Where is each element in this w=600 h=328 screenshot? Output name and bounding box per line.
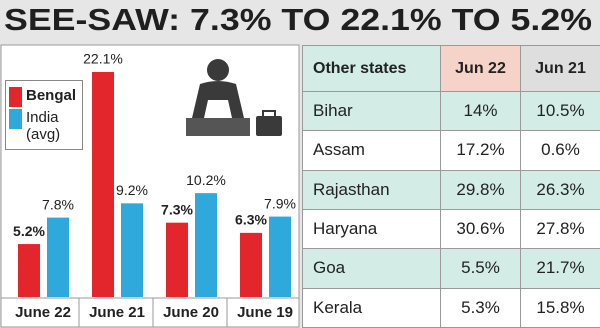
table-cell: Bihar bbox=[302, 90, 441, 132]
value-label: 7.9% bbox=[264, 195, 296, 211]
table-cell: 26.3% bbox=[520, 169, 600, 210]
legend-swatch bbox=[9, 87, 22, 107]
value-label: 7.8% bbox=[42, 196, 74, 212]
table-cell: 5.5% bbox=[440, 248, 521, 289]
table-cell: 14% bbox=[440, 90, 521, 132]
x-tick-label: June 22 bbox=[15, 304, 71, 321]
table-cell: 0.6% bbox=[520, 130, 600, 171]
legend-swatch bbox=[9, 109, 22, 129]
bar bbox=[240, 232, 262, 297]
legend-item: India (avg) bbox=[9, 109, 79, 143]
table-cell: Rajasthan bbox=[302, 169, 441, 210]
table-cell: Assam bbox=[302, 130, 441, 171]
legend-item: Bengal bbox=[9, 87, 79, 107]
value-label: 9.2% bbox=[116, 182, 148, 198]
value-label: 5.2% bbox=[13, 223, 45, 239]
table-row: Goa 5.5% 21.7% bbox=[302, 248, 600, 289]
table-row: Assam 17.2% 0.6% bbox=[302, 130, 600, 171]
value-label: 10.2% bbox=[186, 172, 226, 188]
legend: Bengal India (avg) bbox=[5, 80, 83, 150]
bar bbox=[269, 216, 291, 297]
table-row: Bihar 14% 10.5% bbox=[302, 90, 600, 132]
table-cell: 10.5% bbox=[520, 90, 600, 132]
table-cell: Haryana bbox=[302, 208, 441, 250]
value-label: 6.3% bbox=[235, 212, 267, 228]
table-cell: Goa bbox=[302, 248, 441, 289]
table-row: Haryana 30.6% 27.8% bbox=[302, 208, 600, 250]
bar bbox=[166, 222, 188, 297]
column-header: Other states bbox=[302, 45, 441, 92]
table-cell: 5.3% bbox=[440, 287, 521, 328]
table-cell: 27.8% bbox=[520, 208, 600, 250]
table-cell: 15.8% bbox=[520, 287, 600, 328]
x-tick-label: June 19 bbox=[237, 304, 293, 321]
bar bbox=[47, 217, 69, 297]
table-row: Rajasthan 29.8% 26.3% bbox=[302, 169, 600, 210]
x-tick-label: June 21 bbox=[89, 304, 145, 321]
table-cell: 21.7% bbox=[520, 248, 600, 289]
bar bbox=[121, 203, 143, 297]
table-header: Other states Jun 22 Jun 21 bbox=[302, 45, 600, 92]
table-cell: 29.8% bbox=[440, 169, 521, 210]
x-tick-label: June 20 bbox=[163, 304, 219, 321]
legend-label: Bengal bbox=[26, 87, 77, 104]
table-row: Kerala 5.3% 15.8% bbox=[302, 287, 600, 328]
table-cell: Kerala bbox=[302, 287, 441, 328]
legend-label: India (avg) bbox=[26, 109, 61, 143]
bar bbox=[195, 193, 217, 297]
bar bbox=[18, 244, 40, 297]
table-cell: 30.6% bbox=[440, 208, 521, 250]
table-cell: 17.2% bbox=[440, 130, 521, 171]
value-label: 22.1% bbox=[83, 51, 123, 67]
value-label: 7.3% bbox=[161, 201, 193, 217]
icon bbox=[186, 59, 282, 136]
title-band bbox=[0, 0, 600, 42]
column-header: Jun 22 bbox=[440, 45, 521, 92]
table: Other states Jun 22 Jun 21 Bihar 14% 10.5% As… bbox=[302, 45, 600, 328]
chart-title: SEE-SAW: 7.3% TO 22.1% TO 5.2% bbox=[4, 2, 592, 37]
column-header: Jun 21 bbox=[520, 45, 600, 92]
bar bbox=[92, 72, 114, 297]
